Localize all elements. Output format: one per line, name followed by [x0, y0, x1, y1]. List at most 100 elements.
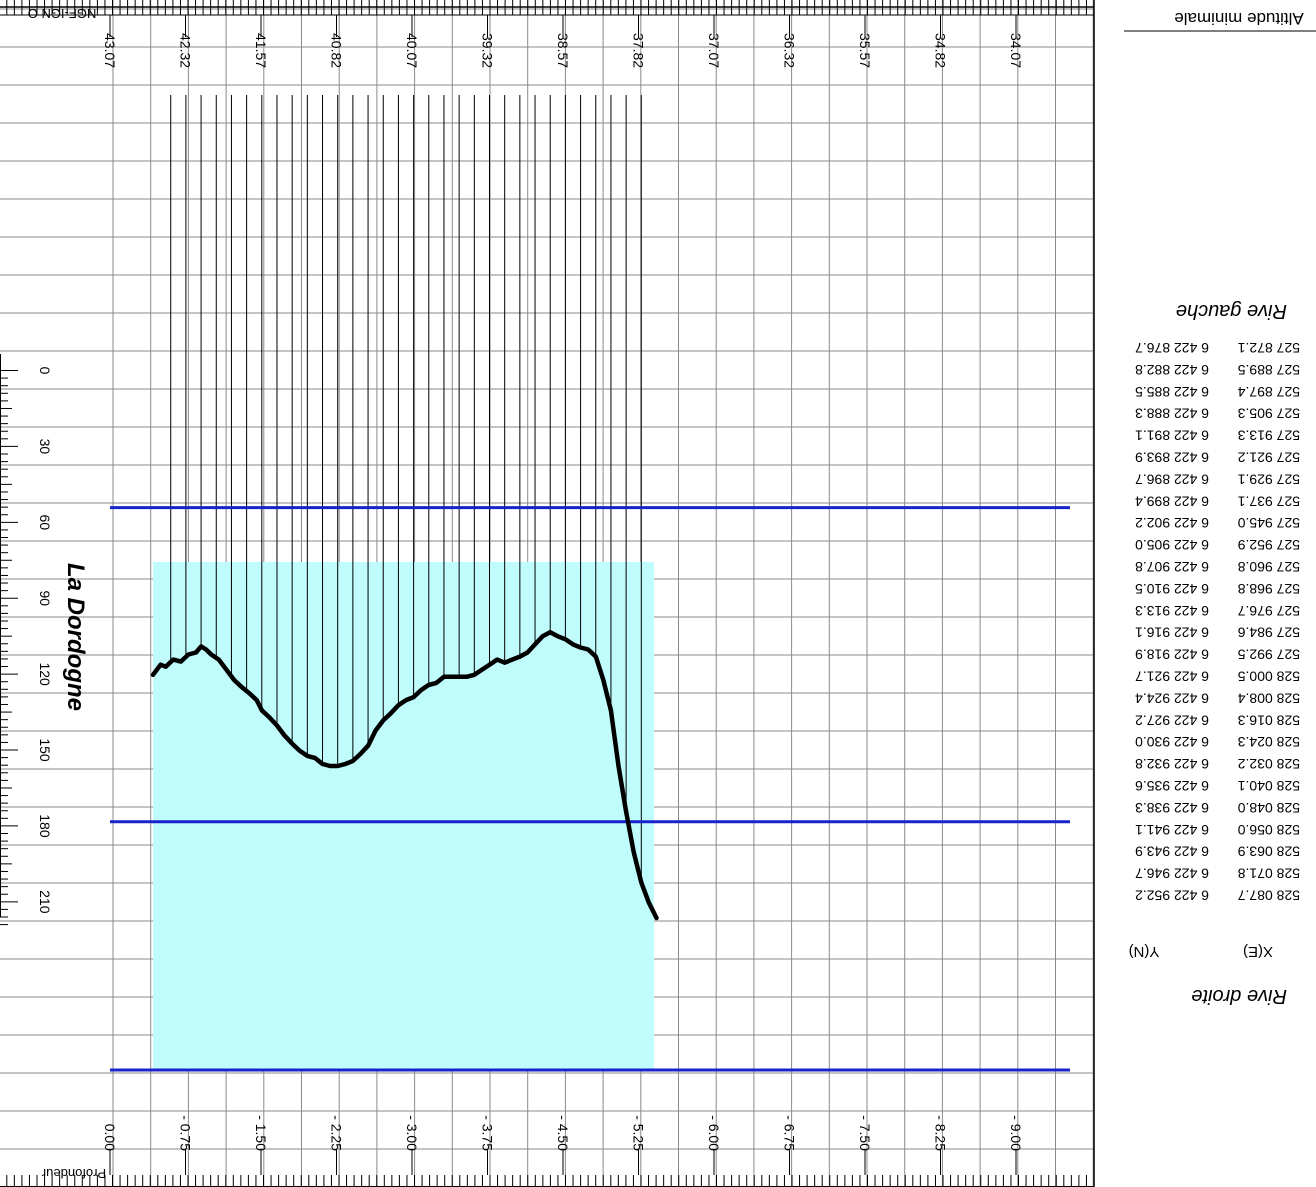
depth-tick-label: - 2.25	[329, 1115, 345, 1151]
coord-y-header: Y(N)	[1129, 943, 1160, 960]
depth-tick-label: - 5.25	[631, 1115, 647, 1151]
coord-y-value: 6 422 924.4	[1135, 690, 1209, 706]
coord-x-header: X(E)	[1243, 943, 1273, 960]
distance-tick-label: 90	[37, 590, 53, 606]
coord-x-value: 527 897.4	[1238, 384, 1300, 400]
coord-x-value: 527 889.5	[1238, 362, 1300, 378]
depth-tick-label: - 1.50	[253, 1115, 269, 1151]
coord-y-value: 6 422 882.8	[1135, 362, 1209, 378]
elevation-tick-label: 43.07	[102, 33, 118, 68]
coord-y-value: 6 422 907.8	[1135, 559, 1209, 575]
coord-y-value: 6 422 905.0	[1135, 537, 1209, 553]
bed-profile-line	[150, 630, 659, 921]
coord-y-value: 6 422 876.7	[1135, 340, 1209, 356]
elevation-tick-label: 41.57	[253, 33, 269, 68]
coord-y-value: 6 422 921.7	[1135, 669, 1209, 685]
depth-tick-label: - 9.00	[1008, 1115, 1024, 1151]
elevation-tick-label: 37.07	[706, 33, 722, 68]
right-bank-label: Rive droite	[1191, 985, 1287, 1007]
elevation-tick-label: 34.07	[1008, 33, 1024, 68]
coord-y-value: 6 422 896.7	[1135, 471, 1209, 487]
elevation-tick-label: 40.07	[404, 33, 420, 68]
coord-x-value: 527 976.7	[1238, 603, 1300, 619]
coord-x-value: 528 048.0	[1238, 800, 1300, 816]
depth-axis-label: Profondeur	[41, 1166, 106, 1181]
coord-x-value: 527 872.1	[1238, 340, 1300, 356]
distance-tick-label: 180	[37, 814, 53, 838]
coord-x-value: 527 992.5	[1238, 647, 1300, 663]
coord-x-value: 527 921.2	[1238, 450, 1300, 466]
coord-y-value: 6 422 885.5	[1135, 384, 1209, 400]
elevation-tick-labels: 43.07 42.32 41.57 40.82 40.07 39.32 38.57 37.82…	[102, 15, 1024, 68]
coord-y-value: 6 422 952.2	[1135, 888, 1209, 904]
depth-tick-label: 0.00	[102, 1124, 118, 1151]
coord-x-value: 528 063.9	[1238, 844, 1300, 860]
distance-tick-labels: 0 30 60 90 120 150 180 210	[37, 367, 53, 914]
coord-y-value: 6 422 899.4	[1135, 493, 1209, 509]
coord-x-value: 528 016.3	[1238, 712, 1300, 728]
depth-tick-labels: 0.00 - 0.75 - 1.50 - 2.25 - 3.00 - 3.75 - 4.50…	[102, 1115, 1024, 1175]
coord-x-value: 527 945.0	[1238, 515, 1300, 531]
section-lines	[170, 95, 642, 883]
elevation-tick-label: 38.57	[555, 33, 571, 68]
coord-x-value: 527 952.9	[1238, 537, 1300, 553]
depth-tick-label: - 6.00	[706, 1115, 722, 1151]
coord-y-value: 6 422 910.5	[1135, 581, 1209, 597]
coord-x-value: 528 032.2	[1238, 756, 1300, 772]
coord-y-value: 6 422 913.3	[1135, 603, 1209, 619]
depth-tick-label: - 0.75	[178, 1115, 194, 1151]
top-ruler	[0, 0, 1095, 1187]
depth-tick-label: - 4.50	[555, 1115, 571, 1151]
coord-y-value: 6 422 916.1	[1135, 625, 1209, 641]
left-bank-label: Rive gauche	[1176, 300, 1287, 322]
coord-x-value: 527 937.1	[1238, 493, 1300, 509]
coord-y-value: 6 422 888.3	[1135, 406, 1209, 422]
reference-lines	[110, 506, 1070, 1072]
depth-tick-label: - 3.75	[480, 1115, 496, 1151]
coord-x-value: 528 071.8	[1238, 866, 1300, 882]
coord-y-value: 6 422 930.0	[1135, 734, 1209, 750]
coord-x-value: 528 087.7	[1238, 888, 1300, 904]
distance-tick-label: 150	[37, 738, 53, 762]
coord-x-value: 527 984.6	[1238, 625, 1300, 641]
coord-y-value: 6 422 918.9	[1135, 647, 1209, 663]
coord-x-value: 527 913.3	[1238, 428, 1300, 444]
coord-x-value: 527 968.8	[1238, 581, 1300, 597]
coord-y-value: 6 422 893.9	[1135, 450, 1209, 466]
distance-tick-label: 30	[37, 439, 53, 455]
coord-y-value: 6 422 891.1	[1135, 428, 1209, 444]
elevation-tick-label: 34.82	[933, 33, 949, 68]
elevation-tick-label: 40.82	[329, 33, 345, 68]
coord-x-value: 528 000.5	[1238, 669, 1300, 685]
elevation-tick-label: 37.82	[631, 33, 647, 68]
min-altitude-label: Altitude minimale	[1174, 9, 1303, 28]
elevation-tick-label: 39.32	[480, 33, 496, 68]
elevation-axis-label: NGF-IGN O	[28, 6, 97, 21]
coord-y-value: 6 422 946.7	[1135, 866, 1209, 882]
coord-x-value: 528 056.0	[1238, 822, 1300, 838]
elevation-tick-label: 36.32	[782, 33, 798, 68]
coord-x-value: 528 008.4	[1238, 690, 1300, 706]
depth-tick-label: - 8.25	[933, 1115, 949, 1151]
water-area	[153, 562, 654, 1070]
coord-x-value: 527 960.8	[1238, 559, 1300, 575]
distance-tick-label: 60	[37, 515, 53, 531]
coord-y-value: 6 422 938.3	[1135, 800, 1209, 816]
coord-x-value: 528 024.3	[1238, 734, 1300, 750]
coord-y-value: 6 422 902.2	[1135, 515, 1209, 531]
coord-y-value: 6 422 941.1	[1135, 822, 1209, 838]
elevation-tick-label: 35.57	[857, 33, 873, 68]
coordinate-table: 527 872.1 6 422 876.7 527 889.5 6 422 882.8…	[1135, 340, 1300, 904]
coord-y-value: 6 422 935.6	[1135, 778, 1209, 794]
elevation-tick-label: 42.32	[178, 33, 194, 68]
distance-ruler	[0, 354, 18, 926]
coord-y-value: 6 422 932.8	[1135, 756, 1209, 772]
coord-y-value: 6 422 927.2	[1135, 712, 1209, 728]
coord-y-value: 6 422 943.9	[1135, 844, 1209, 860]
distance-tick-label: 120	[37, 662, 53, 686]
coord-x-value: 527 929.1	[1238, 471, 1300, 487]
depth-tick-label: - 3.00	[404, 1115, 420, 1151]
distance-tick-label: 0	[37, 367, 53, 375]
